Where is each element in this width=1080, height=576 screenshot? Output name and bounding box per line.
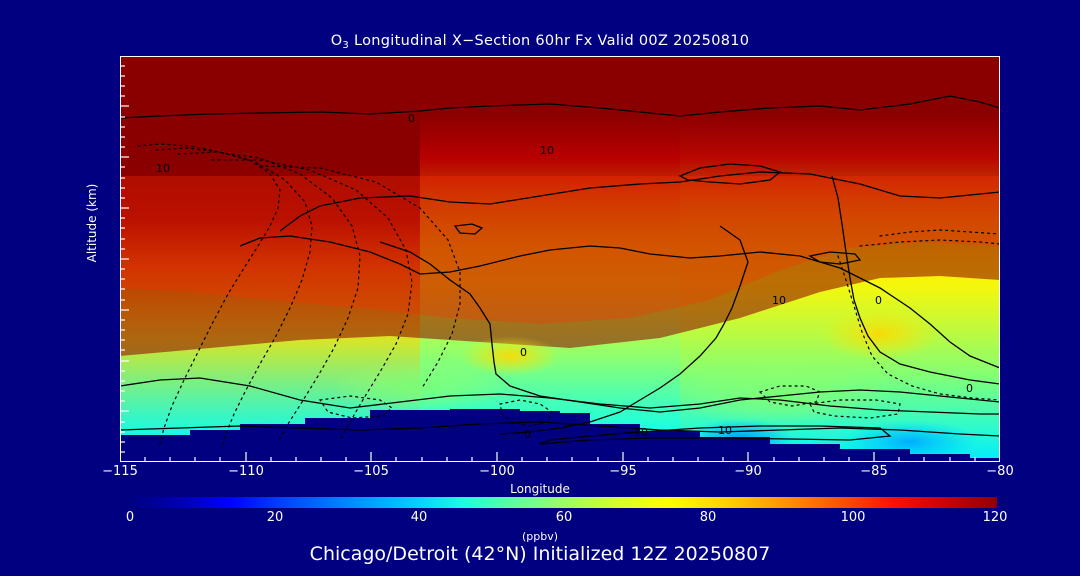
contour-label-10-right: 10 xyxy=(772,294,786,307)
contour-15km-band xyxy=(279,171,1000,232)
dashed-contour-loop-east xyxy=(758,385,821,407)
contour-label-10-surface-2: 10 xyxy=(718,424,732,437)
colorbar-tick-80: 80 xyxy=(699,510,717,525)
yellow-maximum-central xyxy=(460,336,560,376)
contour-label-0-surface: 0 xyxy=(524,428,531,441)
x-tick-label-n105: −105 xyxy=(353,464,389,479)
contour-dashed-layer xyxy=(137,143,1000,449)
field-layer xyxy=(120,56,1000,462)
contour-label-0-far-right: 0 xyxy=(966,382,973,395)
title-remainder: Longitudinal X−Section 60hr Fx Valid 00Z… xyxy=(349,33,750,49)
cross-section-plot: 0 10 10 10 0 0 0 0 10 10 xyxy=(120,56,1000,462)
colorbar-unit-label: (ppbv) xyxy=(521,530,559,543)
contour-small-loop-mid xyxy=(808,251,862,265)
contour-10-surface-loop xyxy=(539,425,892,445)
colorbar-tick-40: 40 xyxy=(410,510,428,525)
contour-small-loop-upper xyxy=(678,163,782,185)
contour-tropopause-main xyxy=(239,235,1000,369)
dashed-contour-west-1 xyxy=(137,143,281,445)
contour-10-label-line xyxy=(499,225,749,435)
dashed-contour-loop-mid xyxy=(318,395,394,419)
colorbar-tick-120: 120 xyxy=(982,510,1008,525)
colorbar xyxy=(130,497,997,508)
colorbar-tick-0: 0 xyxy=(125,510,135,525)
x-tick-label-n110: −110 xyxy=(228,464,264,479)
figure-footer-caption: Chicago/Detroit (42°N) Initialized 12Z 2… xyxy=(309,543,771,565)
x-tick-label-n95: −95 xyxy=(609,464,637,479)
contour-upper xyxy=(120,95,1000,119)
terrain-mask xyxy=(120,409,1000,462)
x-tick-label-n80: −80 xyxy=(986,464,1014,479)
contour-layer xyxy=(120,95,1000,445)
dashed-contour-east-upper xyxy=(879,229,1000,237)
chart-title: O3 Longitudinal X−Section 60hr Fx Valid … xyxy=(0,33,1080,51)
dashed-contour-loop-central xyxy=(499,399,553,427)
contour-lowlevel xyxy=(120,421,1000,437)
contour-label-0-central: 0 xyxy=(520,346,527,359)
x-axis-label: Longitude xyxy=(510,482,570,496)
contour-label-0-right: 0 xyxy=(875,294,882,307)
title-subscript: 3 xyxy=(342,40,350,51)
plot-area: 0 10 10 10 0 0 0 0 10 10 xyxy=(120,56,1000,462)
stratosphere-region xyxy=(120,56,1000,356)
contour-label-10-upper: 10 xyxy=(540,144,554,157)
contour-label-10-surface: 10 xyxy=(634,426,648,439)
dashed-contour-east-upper-2 xyxy=(859,239,1000,247)
colorbar-gradient xyxy=(130,497,997,508)
dashed-contour-loop-east-2 xyxy=(809,399,901,419)
colorbar-tick-100: 100 xyxy=(840,510,866,525)
colorbar-tick-20: 20 xyxy=(266,510,284,525)
x-tick-label-n115: −115 xyxy=(102,464,138,479)
x-tick-label-n100: −100 xyxy=(479,464,515,479)
title-species: O xyxy=(330,33,343,49)
contour-midlevel xyxy=(120,377,1000,415)
x-tick-label-n90: −90 xyxy=(734,464,762,479)
tropopause-transition xyxy=(120,176,1000,324)
contour-labels: 0 10 10 10 0 0 0 0 10 10 xyxy=(156,112,973,441)
contour-0-right xyxy=(831,175,1000,385)
colorbar-tick-60: 60 xyxy=(555,510,573,525)
dashed-contour-west-5 xyxy=(259,165,461,389)
contour-tiny-loop xyxy=(453,223,484,235)
contour-label-10-west: 10 xyxy=(156,162,170,175)
y-axis-label: Altitude (km) xyxy=(85,183,99,263)
dashed-contour-west-3 xyxy=(177,151,361,443)
yellow-maximum-east xyxy=(820,308,940,360)
x-tick-label-n85: −85 xyxy=(860,464,888,479)
contour-label-0-top: 0 xyxy=(408,112,415,125)
